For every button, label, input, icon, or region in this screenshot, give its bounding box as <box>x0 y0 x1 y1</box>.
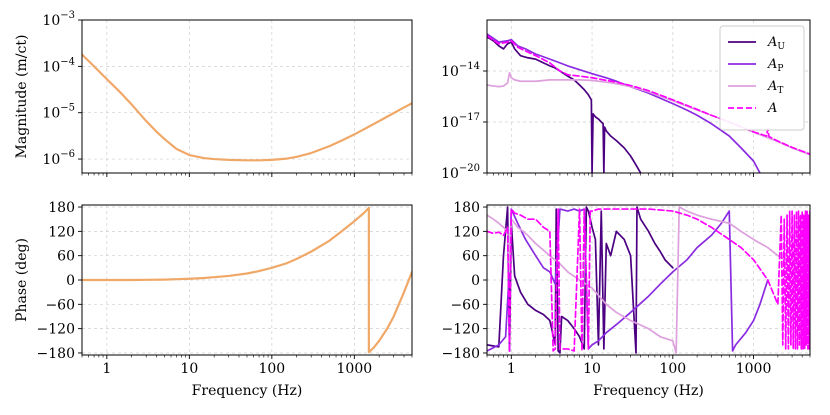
x-tick-label: 100 <box>659 361 686 377</box>
series-group <box>487 206 810 354</box>
series-group <box>82 53 412 162</box>
legend-label: AP <box>767 57 783 74</box>
y-tick-label: 180 <box>48 200 75 216</box>
grid <box>82 205 412 355</box>
x-tick-label: 10 <box>583 361 601 377</box>
x-tick-label: 1 <box>507 361 516 377</box>
y-tick-label: 10−17 <box>441 112 480 131</box>
y-tick-label: −60 <box>450 297 480 313</box>
y-axis-label: Magnitude (m/ct) <box>14 35 30 159</box>
series-line-a-u <box>487 36 642 173</box>
y-tick-label: 0 <box>66 273 75 289</box>
series-line-a-p <box>487 33 761 173</box>
y-tick-label: 60 <box>462 249 480 265</box>
x-axis-label: Frequency (Hz) <box>593 383 704 399</box>
x-ticks <box>81 173 413 177</box>
y-tick-label: 10−14 <box>441 61 480 80</box>
y-tick-label: −180 <box>37 346 75 362</box>
series-line-total <box>82 53 412 162</box>
x-tick-label: 1000 <box>337 361 373 377</box>
y-tick-label: −60 <box>45 297 75 313</box>
series-line-a-p <box>487 208 769 352</box>
y-tick-label: 10−20 <box>441 163 480 182</box>
y-ticks <box>483 206 487 354</box>
x-tick-label: 100 <box>258 361 285 377</box>
y-tick-label: −120 <box>442 322 480 338</box>
series-line-a <box>487 208 810 354</box>
y-tick-label: 10−5 <box>42 103 75 122</box>
y-tick-label: 10−3 <box>42 10 75 29</box>
legend-label: A <box>767 101 777 116</box>
y-tick-label: −180 <box>442 346 480 362</box>
y-tick-label: 0 <box>471 273 480 289</box>
x-axis-label: Frequency (Hz) <box>192 383 303 399</box>
series-line-a-u <box>487 206 674 354</box>
series-group <box>82 206 412 354</box>
x-ticks <box>486 355 811 359</box>
y-tick-label: 120 <box>48 224 75 240</box>
axes-frame <box>81 19 413 174</box>
x-tick-label: 1000 <box>736 361 772 377</box>
y-tick-label: 10−4 <box>42 56 75 75</box>
x-tick-label: 1 <box>102 361 111 377</box>
series-line-total <box>82 206 412 354</box>
legend-box <box>719 25 805 131</box>
y-tick-label: 120 <box>453 224 480 240</box>
y-tick-label: 10−6 <box>42 149 75 168</box>
magnitude-panel-stages: 10−20 10−17 10−14 AU AP AT A <box>441 19 811 182</box>
grid <box>487 205 810 355</box>
legend: AU AP AT A <box>719 25 805 131</box>
legend-label: AT <box>767 79 783 96</box>
y-ticks <box>483 70 487 174</box>
legend-label: AU <box>767 35 785 52</box>
phase-panel-stages: 1 10 100 1000 −180 −120 −60 0 60 120 180 Frequency … <box>442 200 811 399</box>
x-ticks <box>81 355 413 359</box>
phase-panel-total: 1 10 100 1000 −180 −120 −60 0 60 120 180 Frequency … <box>14 200 413 399</box>
grid <box>82 20 412 173</box>
y-axis-label: Phase (deg) <box>14 238 30 322</box>
y-ticks <box>78 19 82 160</box>
magnitude-panel-total: 10−6 10−5 10−4 10−3 Magnitude (m/ct) <box>14 10 413 177</box>
y-tick-label: 60 <box>57 249 75 265</box>
x-tick-label: 10 <box>180 361 198 377</box>
y-ticks <box>78 206 82 354</box>
y-tick-label: −120 <box>37 322 75 338</box>
x-ticks <box>486 173 811 177</box>
y-tick-label: 180 <box>453 200 480 216</box>
